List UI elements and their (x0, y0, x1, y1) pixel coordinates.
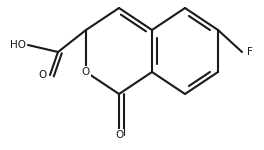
Text: O: O (115, 130, 123, 140)
Text: F: F (247, 47, 253, 57)
Text: O: O (39, 70, 47, 80)
Text: O: O (82, 67, 90, 77)
Text: HO: HO (10, 40, 26, 50)
